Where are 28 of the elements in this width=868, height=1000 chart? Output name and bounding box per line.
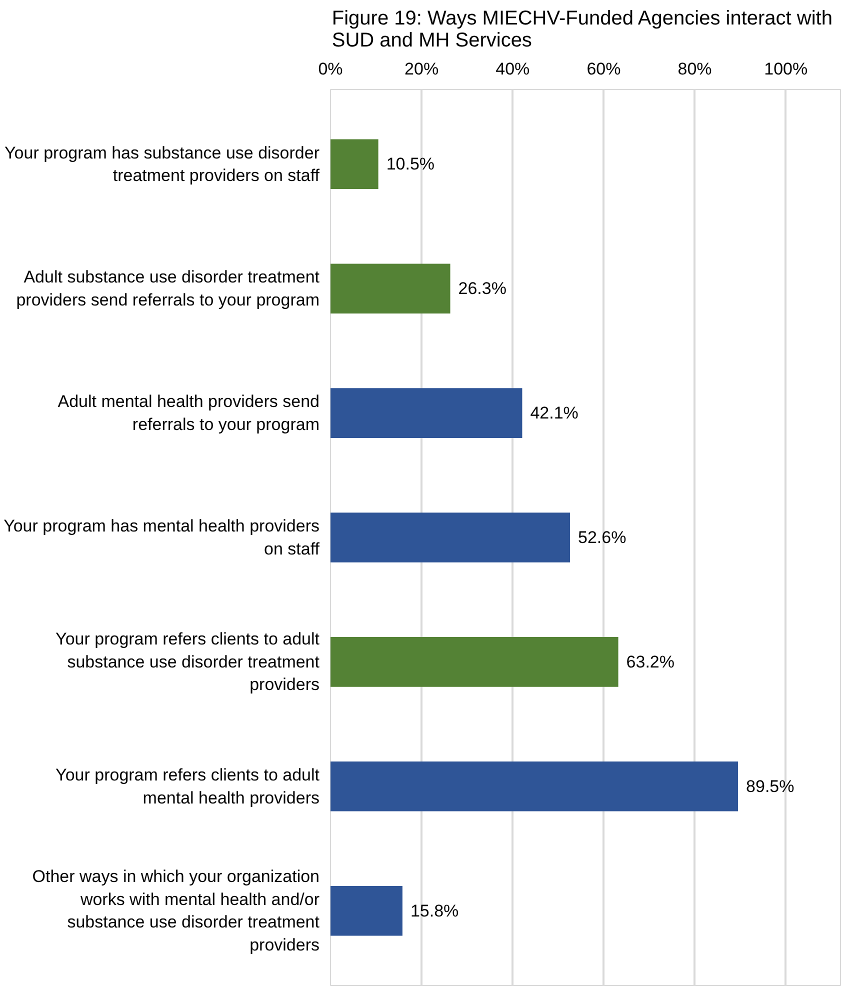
bar xyxy=(330,637,618,687)
x-tick-label: 100% xyxy=(764,60,808,78)
y-tick-label: Your program has substance use disorder treatment providers on staff xyxy=(4,143,320,186)
bar xyxy=(330,264,450,314)
bar xyxy=(330,762,738,812)
data-label: 63.2% xyxy=(626,652,674,672)
x-tick-label: 0% xyxy=(318,60,343,78)
y-tick-label: Your program refers clients to adult mental health providers xyxy=(56,765,320,808)
data-label: 26.3% xyxy=(458,279,506,298)
x-tick-label: 40% xyxy=(496,60,530,78)
data-label: 42.1% xyxy=(530,404,578,423)
data-label: 52.6% xyxy=(578,528,626,547)
bar xyxy=(330,388,522,438)
chart-title: Figure 19: Ways MIECHV-Funded Agencies interact with SUD and MH Services xyxy=(332,8,832,52)
data-label: 89.5% xyxy=(746,776,794,796)
y-tick-label: Your program refers clients to adult substance use disorder treatment providers xyxy=(56,630,320,694)
x-tick-label: 20% xyxy=(404,60,439,78)
bar xyxy=(330,886,402,936)
y-tick-label: Adult substance use disorder treatment providers send referrals to your program xyxy=(16,268,320,310)
bar xyxy=(330,139,378,190)
data-label: 10.5% xyxy=(386,154,435,174)
bar xyxy=(330,512,570,562)
y-tick-label: Your program has mental health providers on staff xyxy=(4,516,320,558)
x-tick-label: 60% xyxy=(586,60,621,78)
x-tick-label: 80% xyxy=(678,60,712,78)
y-tick-label: Other ways in which your organization works with mental health and/or substance use disorder treatment providers xyxy=(32,867,320,955)
y-tick-label: Adult mental health providers send referrals to your program xyxy=(58,392,320,434)
data-label: 15.8% xyxy=(410,901,459,920)
